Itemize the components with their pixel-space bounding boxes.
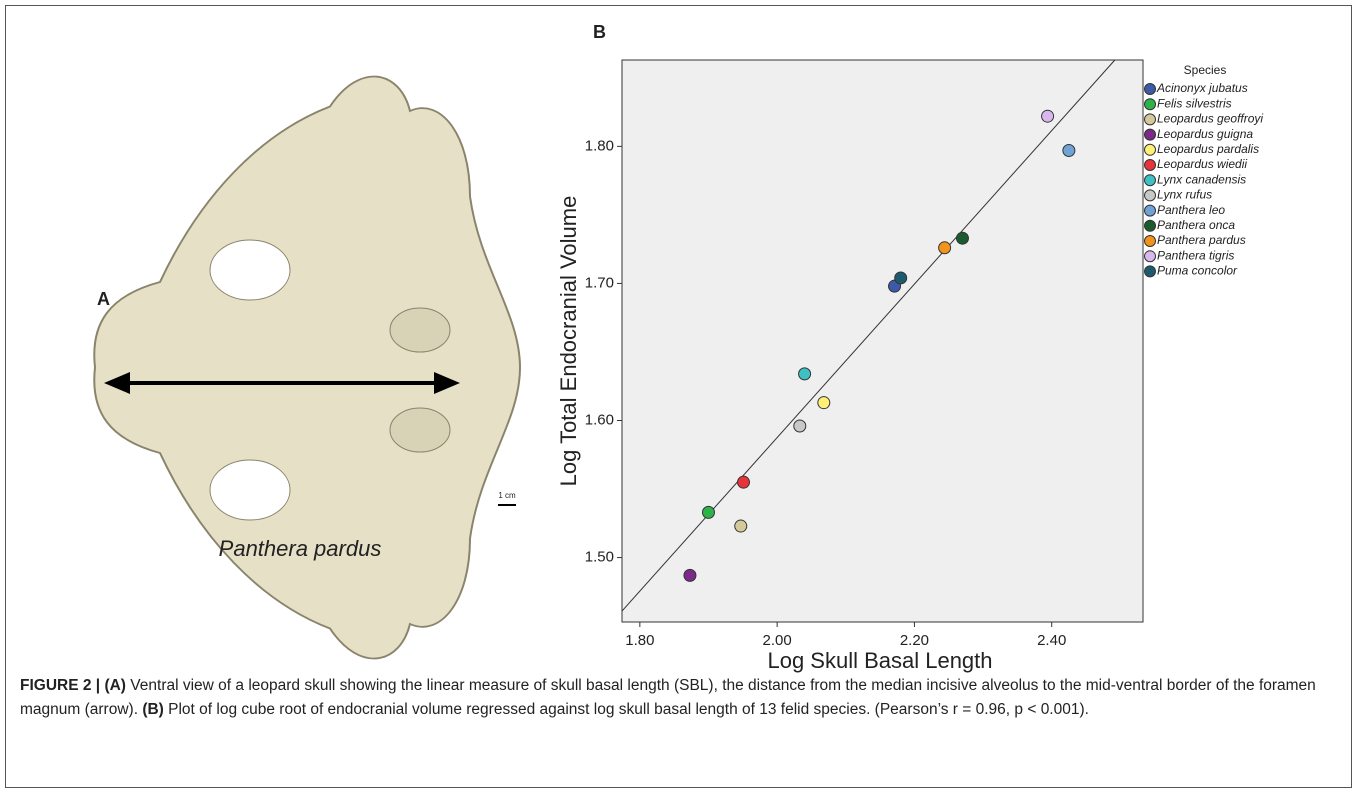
legend-label: Leopardus pardalis (1157, 142, 1259, 156)
y-tick-label: 1.60 (585, 411, 614, 428)
legend-label: Felis silvestris (1157, 96, 1232, 110)
point (798, 367, 812, 381)
point (1041, 109, 1055, 123)
species-label: Panthera pardus (219, 536, 382, 561)
reference-line (621, 59, 1116, 612)
y-tick-label: 1.80 (585, 137, 614, 154)
legend-swatch (1144, 204, 1156, 217)
legend-swatch (1144, 174, 1156, 187)
point (736, 475, 750, 489)
x-tick-label: 2.00 (763, 632, 792, 649)
point (683, 568, 697, 582)
legend-swatch (1144, 235, 1156, 247)
caption-label: (B) (142, 701, 164, 718)
y-axis-title: Log Total Endocranial Volume (556, 196, 581, 487)
legend-swatch (1144, 143, 1156, 156)
legend-swatch (1144, 128, 1156, 141)
point (938, 241, 952, 255)
legend-swatch (1144, 265, 1156, 278)
point (793, 419, 807, 433)
figure-label: FIGURE 2 | (20, 677, 101, 694)
y-tick-label: 1.50 (585, 549, 614, 566)
scale-label: 1 cm (498, 491, 516, 500)
plot-area (621, 59, 1144, 623)
legend-label: Acinonyx jubatus (1156, 81, 1248, 95)
skull-illustration (93, 75, 522, 660)
legend-label: Panthera pardus (1157, 233, 1246, 247)
panel-label: A (97, 289, 110, 309)
legend-swatch (1144, 219, 1156, 232)
caption-text: Plot of log cube root of endocranial vol… (163, 701, 1089, 718)
point (701, 505, 715, 519)
panel-label: B (593, 22, 606, 42)
x-tick-label: 2.40 (1037, 632, 1066, 649)
legend-label: Leopardus wiedii (1157, 157, 1247, 171)
legend-title: Species (1184, 63, 1227, 77)
caption-text: Ventral view of a leopard skull showing … (20, 677, 1316, 718)
figure-frame (5, 5, 1352, 788)
legend-label: Panthera tigris (1157, 248, 1234, 262)
point (894, 271, 908, 285)
point (1062, 143, 1076, 157)
legend-swatch (1144, 250, 1156, 263)
point (734, 519, 748, 533)
legend-swatch (1144, 159, 1156, 171)
legend-label: Lynx rufus (1157, 188, 1212, 202)
x-tick-label: 1.80 (625, 632, 654, 649)
legend-label: Lynx canadensis (1157, 172, 1246, 186)
legend-label: Leopardus geoffroyi (1157, 112, 1263, 126)
caption-label: (A) (104, 677, 126, 694)
point (817, 396, 831, 410)
legend-label: Panthera onca (1157, 218, 1235, 232)
legend-label: Puma concolor (1157, 264, 1238, 278)
legend-swatch (1144, 83, 1156, 95)
legend-label: Leopardus guigna (1157, 127, 1253, 141)
caption: FIGURE 2 | (A) Ventral view of a leopard… (20, 674, 1330, 722)
legend-swatch (1144, 113, 1156, 126)
x-tick-label: 2.20 (900, 632, 929, 649)
point (955, 231, 969, 245)
legend-swatch (1144, 98, 1156, 111)
legend-swatch (1144, 189, 1156, 202)
legend-label: Panthera leo (1157, 203, 1225, 217)
y-tick-label: 1.70 (585, 274, 614, 291)
x-axis-title: Log Skull Basal Length (767, 648, 992, 673)
